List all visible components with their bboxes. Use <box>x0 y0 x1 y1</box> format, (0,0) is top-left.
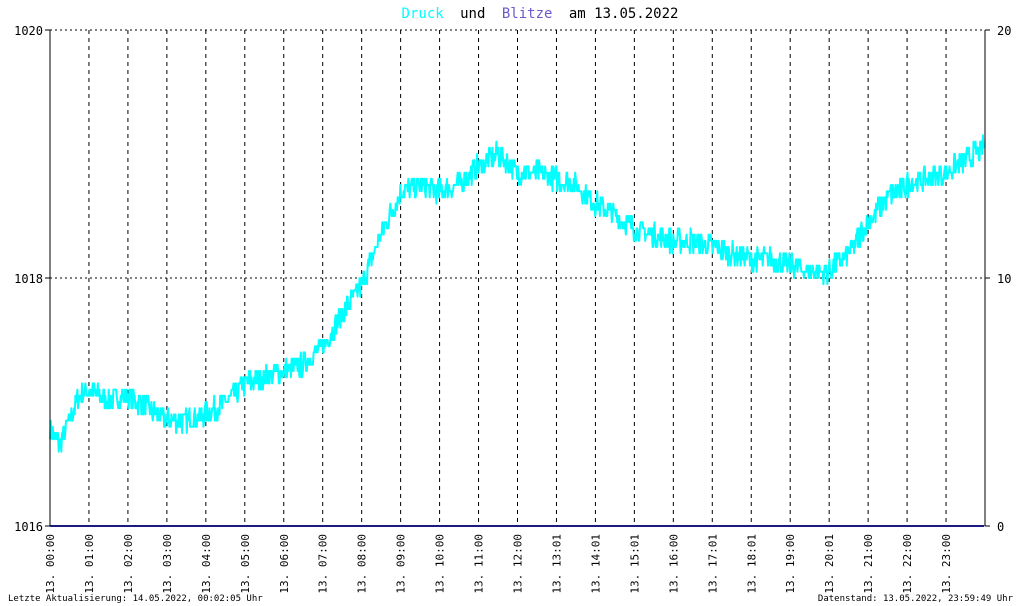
grid-layer <box>50 29 985 527</box>
right-tick-label: 20 <box>997 24 1011 38</box>
x-tick-label: 13. 12:00 <box>512 534 525 594</box>
x-tick-label: 13. 05:00 <box>239 534 252 594</box>
x-tick-label: 13. 20:01 <box>823 534 836 594</box>
chart-title: Druck und Blitze am 13.05.2022 <box>402 6 679 22</box>
x-tick-label: 13. 03:00 <box>161 534 174 594</box>
left-tick-label: 1020 <box>14 24 43 38</box>
x-tick-label: 13. 00:00 <box>44 534 57 594</box>
title-date: am 13.05.2022 <box>569 6 679 22</box>
x-tick-label: 13. 02:00 <box>122 534 135 594</box>
x-tick-label: 13. 15:01 <box>628 534 641 594</box>
x-tick-label: 13. 09:00 <box>395 534 408 594</box>
x-tick-label: 13. 08:00 <box>356 534 369 594</box>
x-tick-label: 13. 07:00 <box>317 534 330 594</box>
x-tick-label: 13. 17:01 <box>706 534 719 594</box>
x-tick-label: 13. 14:01 <box>589 534 602 594</box>
right-tick-label: 0 <box>997 520 1004 534</box>
x-tick-label: 13. 21:00 <box>862 534 875 594</box>
x-tick-label: 13. 16:00 <box>667 534 680 594</box>
druck-series-line <box>49 134 985 453</box>
series-layer <box>49 134 985 527</box>
title-und: und <box>460 6 485 22</box>
x-tick-label: 13. 01:00 <box>83 534 96 594</box>
x-tick-label: 13. 18:01 <box>745 534 758 594</box>
x-tick-label: 13. 06:00 <box>278 534 291 594</box>
title-blitze: Blitze <box>502 6 553 22</box>
x-tick-label: 13. 13:01 <box>550 534 563 594</box>
x-tick-label: 13. 11:00 <box>473 534 486 594</box>
right-tick-label: 10 <box>997 272 1011 286</box>
left-tick-label: 1016 <box>14 520 43 534</box>
x-tick-label: 13. 23:00 <box>940 534 953 594</box>
footer-data-status: Datenstand: 13.05.2022, 23:59:49 Uhr <box>818 594 1014 604</box>
x-tick-label: 13. 19:00 <box>784 534 797 594</box>
x-tick-label: 13. 04:00 <box>200 534 213 594</box>
footer-last-update: Letzte Aktualisierung: 14.05.2022, 00:02… <box>8 594 263 604</box>
left-axis: 1016 1018 1020 <box>14 24 50 534</box>
x-tick-label: 13. 10:00 <box>434 534 447 594</box>
right-axis: 0 10 20 <box>985 24 1011 534</box>
left-tick-label: 1018 <box>14 272 43 286</box>
x-axis: 13. 00:00 13. 01:00 13. 02:00 13. 03:00 13. … <box>44 534 953 594</box>
x-tick-label: 13. 22:00 <box>901 534 914 594</box>
title-druck: Druck <box>402 6 445 22</box>
